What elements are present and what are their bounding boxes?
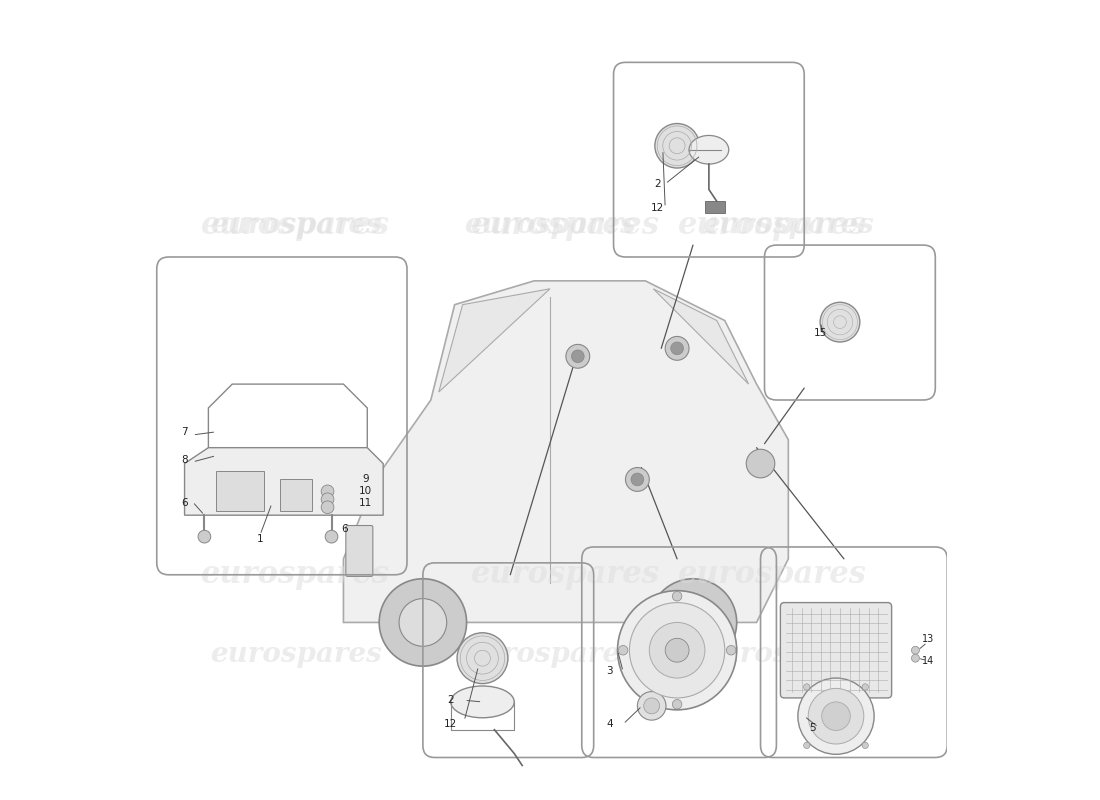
Text: 13: 13 — [922, 634, 934, 644]
Circle shape — [912, 646, 920, 654]
Circle shape — [458, 633, 508, 684]
FancyBboxPatch shape — [780, 602, 892, 698]
Circle shape — [321, 493, 334, 506]
Text: 14: 14 — [922, 656, 934, 666]
Text: 12: 12 — [444, 719, 458, 730]
Circle shape — [672, 591, 682, 601]
Circle shape — [626, 467, 649, 491]
Ellipse shape — [689, 135, 729, 164]
Circle shape — [862, 684, 868, 690]
Text: 7: 7 — [182, 426, 188, 437]
Circle shape — [804, 684, 810, 690]
Text: 4: 4 — [606, 719, 613, 730]
Circle shape — [862, 742, 868, 749]
PathPatch shape — [653, 289, 749, 384]
Circle shape — [671, 342, 683, 354]
Text: eurospares: eurospares — [464, 212, 636, 238]
Text: 5: 5 — [808, 723, 815, 734]
FancyBboxPatch shape — [345, 526, 373, 576]
Circle shape — [399, 598, 447, 646]
Text: 12: 12 — [650, 203, 664, 213]
Text: eurospares: eurospares — [472, 559, 660, 590]
Circle shape — [631, 473, 644, 486]
Circle shape — [572, 350, 584, 362]
Circle shape — [822, 702, 850, 730]
Circle shape — [326, 530, 338, 543]
Text: eurospares: eurospares — [678, 210, 867, 241]
Circle shape — [821, 302, 860, 342]
Circle shape — [726, 646, 736, 655]
Circle shape — [666, 638, 689, 662]
Circle shape — [804, 742, 810, 749]
Text: 6: 6 — [182, 498, 188, 508]
Text: 3: 3 — [606, 666, 613, 676]
Text: eurospares: eurospares — [210, 212, 382, 238]
Circle shape — [617, 590, 737, 710]
Text: eurospares: eurospares — [201, 559, 390, 590]
Text: eurospares: eurospares — [472, 210, 660, 241]
Text: 2: 2 — [653, 179, 661, 189]
Text: eurospares: eurospares — [464, 641, 636, 668]
Bar — [705, 202, 725, 214]
PathPatch shape — [343, 281, 789, 622]
Bar — [279, 479, 311, 511]
Circle shape — [669, 598, 717, 646]
Circle shape — [618, 646, 628, 655]
Circle shape — [649, 578, 737, 666]
Circle shape — [198, 530, 211, 543]
Ellipse shape — [451, 686, 515, 718]
Circle shape — [637, 691, 666, 720]
Circle shape — [746, 450, 774, 478]
Text: eurospares: eurospares — [201, 210, 390, 241]
Text: 2: 2 — [448, 695, 454, 706]
Circle shape — [666, 337, 689, 360]
Text: 15: 15 — [814, 329, 827, 338]
Text: eurospares: eurospares — [703, 212, 874, 238]
Text: eurospares: eurospares — [703, 641, 874, 668]
Text: eurospares: eurospares — [678, 559, 867, 590]
Circle shape — [654, 123, 700, 168]
Text: 9: 9 — [362, 474, 369, 485]
Circle shape — [808, 688, 864, 744]
Circle shape — [379, 578, 466, 666]
Circle shape — [798, 678, 875, 754]
Bar — [217, 471, 264, 511]
Circle shape — [321, 501, 334, 514]
Circle shape — [629, 602, 725, 698]
Circle shape — [321, 485, 334, 498]
Text: 10: 10 — [359, 486, 372, 496]
PathPatch shape — [439, 289, 550, 392]
Text: 11: 11 — [359, 498, 372, 508]
Circle shape — [644, 698, 660, 714]
Text: 6: 6 — [342, 525, 349, 534]
Circle shape — [649, 622, 705, 678]
Text: 8: 8 — [182, 454, 188, 465]
PathPatch shape — [185, 448, 383, 515]
Circle shape — [912, 654, 920, 662]
Text: eurospares: eurospares — [210, 641, 382, 668]
Circle shape — [565, 344, 590, 368]
Circle shape — [672, 699, 682, 709]
Text: 1: 1 — [256, 534, 263, 544]
